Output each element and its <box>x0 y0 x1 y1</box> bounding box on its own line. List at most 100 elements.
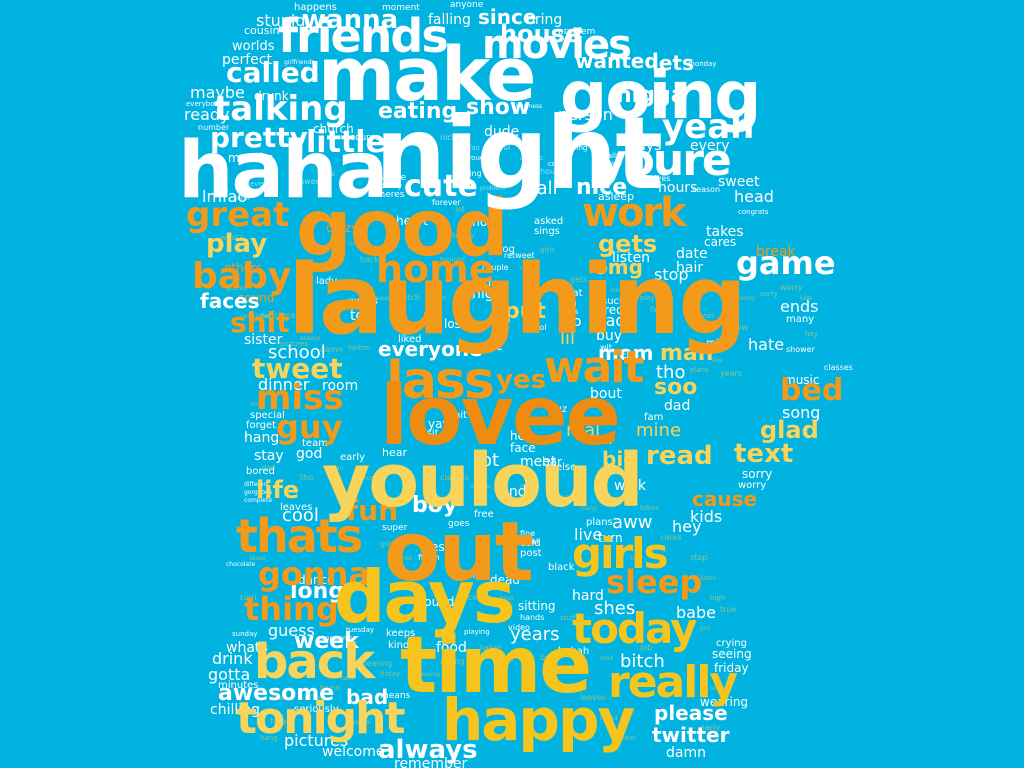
cloud-word-years: years <box>510 624 560 645</box>
cloud-word-season: season <box>692 185 720 194</box>
cloud-word-head: head <box>734 187 774 206</box>
cloud-word-song: song <box>782 403 820 422</box>
cloud-word-bless: bless <box>420 540 451 554</box>
cloud-word-small: early <box>700 723 720 732</box>
cloud-word-killing: killing <box>458 169 482 178</box>
cloud-word-ice: ice <box>546 473 558 482</box>
cloud-word-gets: gets <box>598 230 657 258</box>
cloud-word-sorry: sorry <box>742 467 772 481</box>
cloud-word-business: business <box>516 103 542 110</box>
cloud-word-night: night <box>375 95 661 212</box>
cloud-word-small: job <box>639 643 652 652</box>
cloud-word-glad: glad <box>760 416 819 444</box>
cloud-word-talking: talking <box>214 89 348 129</box>
cloud-word-small: crying <box>440 657 465 666</box>
cloud-word-small: girls <box>540 246 555 254</box>
cloud-word-lady: lady <box>316 276 337 287</box>
cloud-word-text: text <box>734 439 793 469</box>
cloud-word-bitch: bitch <box>620 651 665 672</box>
cloud-word-aww: aww <box>612 512 652 533</box>
cloud-word-date: date <box>676 246 708 262</box>
cloud-word-guess: guess <box>268 621 315 640</box>
cloud-word-gotta: gotta <box>208 665 250 684</box>
cloud-word-small: turn <box>240 593 256 602</box>
cloud-word-sucks: sucks <box>602 296 630 307</box>
cloud-word-walk: walk <box>614 478 647 494</box>
cloud-word-small: glad <box>720 281 737 290</box>
cloud-word-man: man <box>660 341 713 366</box>
cloud-word-found: found <box>420 595 454 609</box>
cloud-word-cuddle: cuddle <box>376 173 407 183</box>
cloud-word-hell: hell <box>510 429 532 443</box>
cloud-word-small: leaves <box>580 693 606 702</box>
cloud-word-shower: shower <box>786 345 816 354</box>
cloud-word-read: read <box>646 441 713 471</box>
cloud-word-happens: happens <box>294 2 337 13</box>
cloud-word-cold: cold <box>520 538 541 549</box>
cloud-word-stuff: stuff <box>586 433 614 447</box>
cloud-word-bar: bar <box>542 455 562 469</box>
cloud-word-dead: dead <box>490 573 520 587</box>
cloud-word-baby: baby <box>192 256 291 297</box>
cloud-word-thats: thats <box>236 509 362 563</box>
cloud-word-small: man <box>330 465 344 472</box>
cloud-word-play: play <box>206 229 267 259</box>
cloud-word-small: food <box>500 657 513 664</box>
cloud-word-retweet: retweet <box>504 251 535 260</box>
cloud-word-youloud: youloud <box>322 438 642 524</box>
cloud-word-wit: wit <box>600 343 612 352</box>
cloud-word-wait: wait <box>544 342 644 393</box>
cloud-word-small: bout <box>500 595 514 602</box>
cloud-word-remember: remember <box>394 756 467 768</box>
cloud-word-small: damn <box>320 345 343 354</box>
cloud-word-forget: forget <box>246 420 276 431</box>
cloud-word-visit: visit <box>418 428 439 439</box>
cloud-word-early: early <box>340 452 365 463</box>
cloud-word-yall: yall <box>526 178 558 199</box>
cloud-word-friday: friday <box>714 661 749 675</box>
cloud-word-nigga: nigga <box>616 83 686 108</box>
cloud-word-face: face <box>510 441 536 455</box>
cloud-word-music: music <box>784 373 819 387</box>
cloud-word-tired: tired <box>596 303 624 317</box>
cloud-word-small: play <box>640 294 655 302</box>
cloud-word-small: bitch <box>400 293 420 302</box>
cloud-word-small: kids <box>800 295 812 302</box>
cloud-word-shes: shes <box>594 598 635 619</box>
cloud-word-long: long <box>290 579 344 604</box>
cloud-word-small: hours <box>540 167 563 176</box>
cloud-word-wanna: wanna <box>302 5 398 35</box>
cloud-word-haha: haha <box>178 126 386 216</box>
cloud-word-girls: girls <box>572 529 668 578</box>
cloud-word-small: music <box>360 474 381 482</box>
cloud-word-job: job <box>559 314 581 330</box>
cloud-word-small: song <box>740 295 755 302</box>
cloud-word-lass: lass <box>386 351 493 411</box>
cloud-word-tonight: tonight <box>236 693 405 744</box>
cloud-word-gonna: gonna <box>258 555 370 593</box>
cloud-word-small: stop <box>690 553 707 562</box>
cloud-word-sunday: sunday <box>232 630 257 638</box>
cloud-word-youre: youre <box>598 135 730 186</box>
cloud-word-pass: pass <box>560 307 578 316</box>
cloud-word-fun: fun <box>346 494 398 527</box>
cloud-word-falling: falling <box>428 12 471 28</box>
cloud-word-maybe: maybe <box>190 83 245 102</box>
cloud-word-small: shes <box>430 294 446 302</box>
cloud-word-small: says <box>236 195 249 202</box>
cloud-word-listen: listen <box>612 250 650 266</box>
cloud-word-live: live <box>574 525 602 544</box>
cloud-word-means: means <box>380 691 411 701</box>
cloud-word-drunk: drunk <box>254 89 289 103</box>
cloud-word-special: special <box>250 410 285 421</box>
cloud-word-work: work <box>582 190 688 236</box>
cloud-word-club: club <box>622 351 639 360</box>
cloud-word-omg: omg <box>594 255 643 279</box>
cloud-word-tho: tho <box>656 362 685 383</box>
cloud-word-miss: miss <box>256 378 344 418</box>
cloud-word-told: told <box>350 308 377 324</box>
cloud-word-small: babe <box>460 295 475 302</box>
cloud-word-number: number <box>198 123 230 132</box>
cloud-word-movies: movies <box>482 22 630 68</box>
cloud-word-leaves: leaves <box>280 502 312 513</box>
